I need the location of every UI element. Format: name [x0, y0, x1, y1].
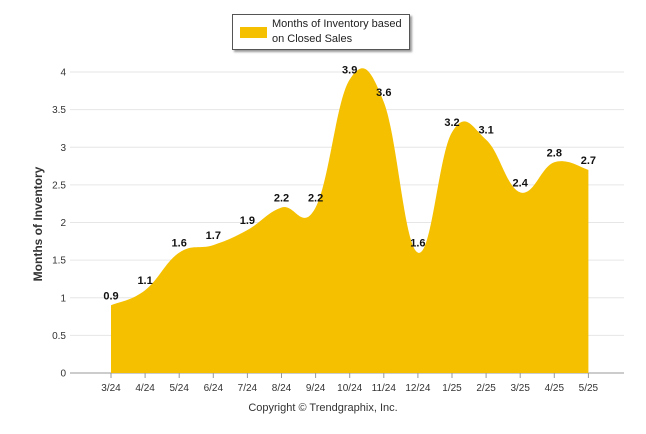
- copyright-text: Copyright © Trendgraphix, Inc.: [248, 402, 398, 414]
- y-tick-label: 0: [60, 369, 66, 380]
- y-tick-label: 3: [60, 143, 66, 154]
- y-tick-label: 2.5: [52, 180, 66, 191]
- y-tick-label: 4: [60, 68, 66, 79]
- data-label: 3.9: [342, 65, 357, 77]
- data-label: 2.2: [274, 192, 289, 204]
- y-tick-label: 3.5: [52, 105, 66, 116]
- data-label: 2.4: [513, 177, 529, 189]
- legend-swatch: [240, 27, 267, 38]
- x-tick-label: 8/24: [272, 383, 292, 394]
- legend: Months of Inventory based on Closed Sale…: [232, 14, 410, 50]
- data-label: 1.6: [410, 238, 425, 250]
- legend-label: Months of Inventory based on Closed Sale…: [272, 18, 402, 45]
- x-tick-label: 9/24: [306, 383, 326, 394]
- y-axis-label: Months of Inventory: [31, 166, 45, 282]
- y-tick-label: 1.5: [52, 256, 66, 267]
- data-label: 2.2: [308, 192, 323, 204]
- data-label: 3.1: [478, 125, 493, 137]
- data-label: 3.2: [444, 117, 459, 129]
- data-label: 1.9: [240, 215, 255, 227]
- x-tick-label: 1/25: [442, 383, 462, 394]
- data-label: 1.7: [206, 230, 221, 242]
- x-tick-label: 10/24: [337, 383, 362, 394]
- y-tick-label: 1: [60, 293, 66, 304]
- x-tick-label: 5/24: [169, 383, 189, 394]
- x-tick-label: 12/24: [405, 383, 430, 394]
- x-tick-label: 6/24: [204, 383, 224, 394]
- x-tick-label: 7/24: [238, 383, 258, 394]
- data-label: 1.6: [172, 238, 187, 250]
- data-label: 2.7: [581, 155, 596, 167]
- x-tick-label: 2/25: [476, 383, 496, 394]
- y-tick-label: 0.5: [52, 331, 66, 342]
- data-label: 3.6: [376, 87, 391, 99]
- x-tick-label: 3/24: [101, 383, 121, 394]
- x-tick-label: 3/25: [510, 383, 530, 394]
- data-labels: 0.9 1.1 1.6 1.7 1.9 2.2 2.2 3.9 3.6 1.6 3.2 3.1 2.4 2…: [103, 65, 596, 303]
- x-tick-label: 5/25: [579, 383, 599, 394]
- y-axis-ticks: 0 0.5 1 1.5 2 2.5 3 3.5 4: [52, 68, 66, 380]
- x-tick-label: 4/25: [545, 383, 565, 394]
- x-tick-label: 11/24: [372, 383, 397, 394]
- area-series: [111, 68, 589, 373]
- data-label: 1.1: [137, 275, 152, 287]
- x-tick-label: 4/24: [135, 383, 155, 394]
- x-axis-ticks: 3/24 4/24 5/24 6/24 7/24 8/24 9/24 10/24 11/24 12…: [101, 373, 599, 394]
- data-label: 2.8: [547, 147, 562, 159]
- y-tick-label: 2: [60, 218, 66, 229]
- data-label: 0.9: [103, 290, 118, 302]
